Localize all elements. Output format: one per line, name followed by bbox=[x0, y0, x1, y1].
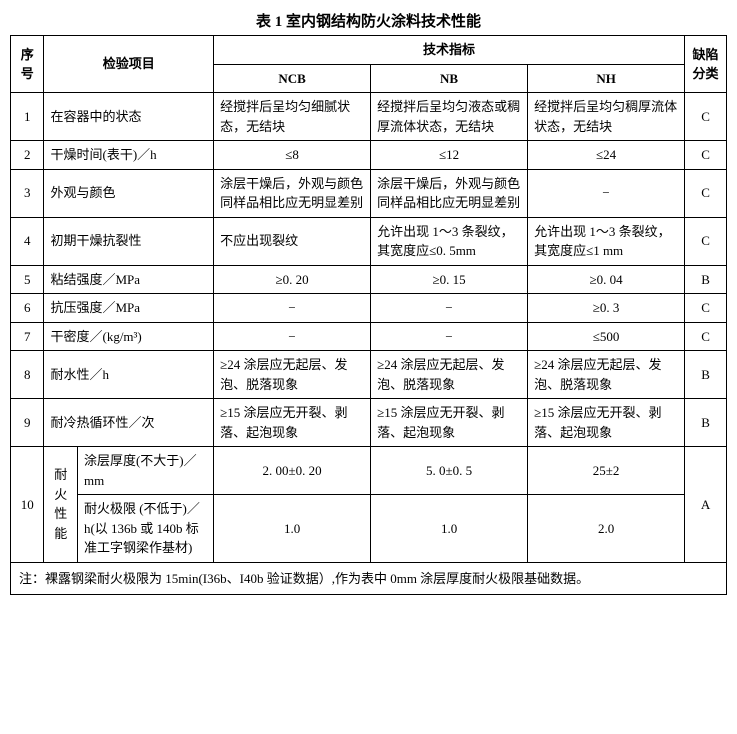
cell-defect: B bbox=[685, 265, 727, 294]
cell-nh: ≥0. 3 bbox=[528, 294, 685, 323]
table-row: 10 耐火性能 涂层厚度(不大于)／mm 2. 00±0. 20 5. 0±0.… bbox=[11, 447, 727, 495]
cell-defect: C bbox=[685, 322, 727, 351]
header-ncb: NCB bbox=[214, 64, 371, 93]
cell-seq: 6 bbox=[11, 294, 44, 323]
cell-subproject: 耐火极限 (不低于)／h(以 136b 或 140b 标准工字钢梁作基材) bbox=[77, 495, 213, 563]
cell-project: 耐冷热循环性／次 bbox=[44, 399, 214, 447]
cell-nh: ≥24 涂层应无起层、发泡、脱落现象 bbox=[528, 351, 685, 399]
header-row-1: 序号 检验项目 技术指标 缺陷分类 bbox=[11, 36, 727, 65]
cell-defect: C bbox=[685, 294, 727, 323]
cell-ncb: ≤8 bbox=[214, 141, 371, 170]
cell-nb: − bbox=[371, 322, 528, 351]
cell-nh: 2.0 bbox=[528, 495, 685, 563]
table-row: 8 耐水性／h ≥24 涂层应无起层、发泡、脱落现象 ≥24 涂层应无起层、发泡… bbox=[11, 351, 727, 399]
cell-project-group: 耐火性能 bbox=[44, 447, 77, 563]
cell-seq: 5 bbox=[11, 265, 44, 294]
cell-nh: ≤500 bbox=[528, 322, 685, 351]
cell-seq: 3 bbox=[11, 169, 44, 217]
cell-nb: 5. 0±0. 5 bbox=[371, 447, 528, 495]
cell-ncb: 1.0 bbox=[214, 495, 371, 563]
table-row: 6 抗压强度／MPa − − ≥0. 3 C bbox=[11, 294, 727, 323]
cell-ncb: − bbox=[214, 322, 371, 351]
cell-nh: ≤24 bbox=[528, 141, 685, 170]
cell-project: 外观与颜色 bbox=[44, 169, 214, 217]
header-nb: NB bbox=[371, 64, 528, 93]
cell-project: 在容器中的状态 bbox=[44, 93, 214, 141]
cell-project: 初期干燥抗裂性 bbox=[44, 217, 214, 265]
cell-nh: − bbox=[528, 169, 685, 217]
cell-ncb: 2. 00±0. 20 bbox=[214, 447, 371, 495]
table-note: 注：裸露钢梁耐火极限为 15min(I36b、I40b 验证数据）,作为表中 0… bbox=[11, 562, 727, 595]
cell-nh: ≥0. 04 bbox=[528, 265, 685, 294]
cell-defect: A bbox=[685, 447, 727, 563]
cell-nb: 1.0 bbox=[371, 495, 528, 563]
table-row: 1 在容器中的状态 经搅拌后呈均匀细腻状态，无结块 经搅拌后呈均匀液态或稠厚流体… bbox=[11, 93, 727, 141]
table-row: 9 耐冷热循环性／次 ≥15 涂层应无开裂、剥落、起泡现象 ≥15 涂层应无开裂… bbox=[11, 399, 727, 447]
cell-ncb: 经搅拌后呈均匀细腻状态，无结块 bbox=[214, 93, 371, 141]
cell-project: 抗压强度／MPa bbox=[44, 294, 214, 323]
cell-ncb: ≥15 涂层应无开裂、剥落、起泡现象 bbox=[214, 399, 371, 447]
cell-nb: 允许出现 1～3 条裂纹，其宽度应≤0. 5mm bbox=[371, 217, 528, 265]
cell-seq: 1 bbox=[11, 93, 44, 141]
header-seq: 序号 bbox=[11, 36, 44, 93]
cell-defect: C bbox=[685, 93, 727, 141]
cell-seq: 10 bbox=[11, 447, 44, 563]
cell-defect: B bbox=[685, 399, 727, 447]
cell-nb: ≥15 涂层应无开裂、剥落、起泡现象 bbox=[371, 399, 528, 447]
cell-defect: C bbox=[685, 217, 727, 265]
cell-seq: 9 bbox=[11, 399, 44, 447]
cell-project: 粘结强度／MPa bbox=[44, 265, 214, 294]
cell-nh: 允许出现 1～3 条裂纹，其宽度应≤1 mm bbox=[528, 217, 685, 265]
cell-nb: 经搅拌后呈均匀液态或稠厚流体状态，无结块 bbox=[371, 93, 528, 141]
cell-seq: 8 bbox=[11, 351, 44, 399]
table-row: 5 粘结强度／MPa ≥0. 20 ≥0. 15 ≥0. 04 B bbox=[11, 265, 727, 294]
cell-nh: 经搅拌后呈均匀稠厚流体状态，无结块 bbox=[528, 93, 685, 141]
cell-defect: C bbox=[685, 169, 727, 217]
cell-seq: 7 bbox=[11, 322, 44, 351]
cell-subproject: 涂层厚度(不大于)／mm bbox=[77, 447, 213, 495]
cell-ncb: ≥0. 20 bbox=[214, 265, 371, 294]
table-row: 7 干密度／(kg/m³) − − ≤500 C bbox=[11, 322, 727, 351]
cell-nb: ≥24 涂层应无起层、发泡、脱落现象 bbox=[371, 351, 528, 399]
cell-nh: ≥15 涂层应无开裂、剥落、起泡现象 bbox=[528, 399, 685, 447]
cell-seq: 4 bbox=[11, 217, 44, 265]
performance-table: 序号 检验项目 技术指标 缺陷分类 NCB NB NH 1 在容器中的状态 经搅… bbox=[10, 35, 727, 595]
header-project: 检验项目 bbox=[44, 36, 214, 93]
cell-ncb: 涂层干燥后，外观与颜色同样品相比应无明显差别 bbox=[214, 169, 371, 217]
cell-defect: B bbox=[685, 351, 727, 399]
cell-seq: 2 bbox=[11, 141, 44, 170]
header-defect: 缺陷分类 bbox=[685, 36, 727, 93]
cell-nb: 涂层干燥后，外观与颜色同样品相比应无明显差别 bbox=[371, 169, 528, 217]
cell-nh: 25±2 bbox=[528, 447, 685, 495]
table-row: 耐火极限 (不低于)／h(以 136b 或 140b 标准工字钢梁作基材) 1.… bbox=[11, 495, 727, 563]
table-row: 3 外观与颜色 涂层干燥后，外观与颜色同样品相比应无明显差别 涂层干燥后，外观与… bbox=[11, 169, 727, 217]
cell-project: 干密度／(kg/m³) bbox=[44, 322, 214, 351]
cell-defect: C bbox=[685, 141, 727, 170]
header-nh: NH bbox=[528, 64, 685, 93]
table-title: 表 1 室内钢结构防火涂料技术性能 bbox=[10, 10, 727, 31]
cell-project: 干燥时间(表干)／h bbox=[44, 141, 214, 170]
cell-ncb: ≥24 涂层应无起层、发泡、脱落现象 bbox=[214, 351, 371, 399]
header-indicator: 技术指标 bbox=[214, 36, 685, 65]
cell-project: 耐水性／h bbox=[44, 351, 214, 399]
cell-nb: − bbox=[371, 294, 528, 323]
table-row: 4 初期干燥抗裂性 不应出现裂纹 允许出现 1～3 条裂纹，其宽度应≤0. 5m… bbox=[11, 217, 727, 265]
table-note-row: 注：裸露钢梁耐火极限为 15min(I36b、I40b 验证数据）,作为表中 0… bbox=[11, 562, 727, 595]
cell-ncb: − bbox=[214, 294, 371, 323]
cell-nb: ≤12 bbox=[371, 141, 528, 170]
cell-nb: ≥0. 15 bbox=[371, 265, 528, 294]
cell-ncb: 不应出现裂纹 bbox=[214, 217, 371, 265]
table-row: 2 干燥时间(表干)／h ≤8 ≤12 ≤24 C bbox=[11, 141, 727, 170]
